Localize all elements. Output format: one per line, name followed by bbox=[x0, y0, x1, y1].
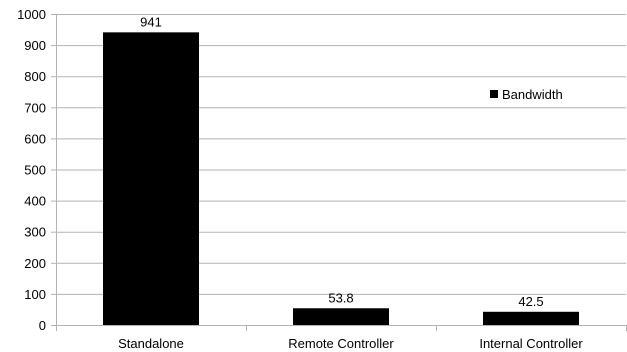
x-category-label: Standalone bbox=[118, 336, 184, 351]
y-tick-label: 600 bbox=[24, 131, 46, 146]
x-category-label: Remote Controller bbox=[288, 336, 394, 351]
y-tick-label: 400 bbox=[24, 194, 46, 209]
y-tick-label: 0 bbox=[39, 318, 46, 333]
y-tick-label: 700 bbox=[24, 100, 46, 115]
legend: Bandwidth bbox=[490, 87, 563, 102]
y-tick-label: 300 bbox=[24, 225, 46, 240]
data-label: 941 bbox=[140, 14, 162, 29]
y-tick-label: 200 bbox=[24, 256, 46, 271]
x-category-label: Internal Controller bbox=[479, 336, 583, 351]
legend-label-bandwidth: Bandwidth bbox=[502, 87, 563, 102]
data-label: 53.8 bbox=[328, 290, 353, 305]
bar-standalone bbox=[103, 32, 199, 325]
y-tick-label: 100 bbox=[24, 287, 46, 302]
legend-swatch-bandwidth bbox=[490, 90, 498, 98]
data-label: 42.5 bbox=[518, 294, 543, 309]
bar-internal-controller bbox=[483, 311, 579, 325]
y-tick-label: 500 bbox=[24, 163, 46, 178]
data-labels: 941 53.8 42.5 bbox=[140, 14, 544, 308]
bars bbox=[103, 32, 579, 325]
bar-remote-controller bbox=[293, 308, 389, 325]
y-tick-label: 900 bbox=[24, 38, 46, 53]
y-tick-label: 1000 bbox=[17, 7, 46, 22]
y-tick-label: 800 bbox=[24, 69, 46, 84]
axes: 0 100 200 300 400 500 600 700 800 900 1000 Standalo… bbox=[17, 7, 627, 351]
